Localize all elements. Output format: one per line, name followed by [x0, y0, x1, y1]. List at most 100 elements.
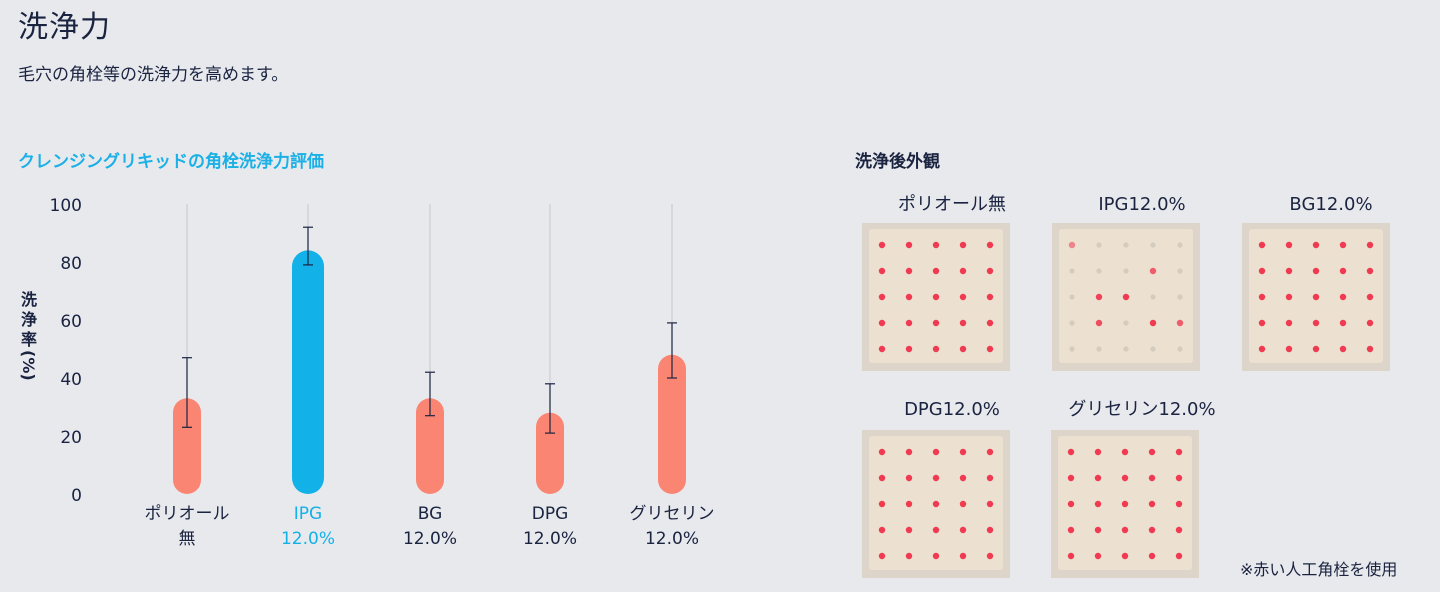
plug-dot: [1067, 552, 1075, 560]
plug-dot: [1258, 293, 1266, 301]
x-tick-label-line: 無: [178, 529, 196, 549]
plug-dot: [986, 293, 994, 301]
plug-dot: [878, 319, 886, 327]
plug-dot: [959, 552, 967, 560]
x-tick-label: DPG 12.0%: [480, 502, 620, 552]
plug-dot: [1148, 526, 1156, 534]
plug-dot: [932, 319, 940, 327]
plug-dot: [1067, 526, 1075, 534]
plug-dot: [1177, 268, 1183, 274]
plug-dot: [1312, 319, 1320, 327]
plug-dot: [1121, 448, 1129, 456]
plug-dot: [1069, 268, 1075, 274]
plug-dot: [1366, 241, 1374, 249]
plug-dot: [878, 345, 886, 353]
plug-dot: [1339, 345, 1347, 353]
photos-title: 洗浄後外観: [855, 152, 940, 172]
plug-dot: [959, 448, 967, 456]
plug-dot: [878, 500, 886, 508]
plug-dot: [1123, 320, 1129, 326]
plug-dot: [986, 474, 994, 482]
x-tick-label-line: BG: [417, 504, 443, 524]
plug-dot: [878, 267, 886, 275]
plug-dot: [932, 552, 940, 560]
plug-dot: [959, 293, 967, 301]
x-tick-label-line: 12.0%: [280, 529, 335, 549]
y-tick-label: 60: [60, 312, 82, 332]
plug-dot: [986, 552, 994, 560]
plug-dot: [932, 345, 940, 353]
plug-dot: [986, 267, 994, 275]
plug-dot: [932, 448, 940, 456]
plug-dot: [1175, 448, 1183, 456]
plug-dot: [1312, 293, 1320, 301]
plug-dot: [1339, 241, 1347, 249]
plug-dot: [1094, 500, 1102, 508]
bar: [416, 398, 444, 494]
plug-dot: [1366, 267, 1374, 275]
plug-dot: [1096, 268, 1102, 274]
x-tick-label-line: IPG: [293, 504, 323, 524]
plug-dot: [1285, 345, 1293, 353]
x-tick-label: BG 12.0%: [360, 502, 500, 552]
y-tick-label: 40: [60, 370, 82, 390]
result-photo: [1052, 223, 1200, 371]
plug-dot: [1366, 345, 1374, 353]
page-title: 洗浄力: [18, 10, 111, 45]
plug-dot: [1339, 293, 1347, 301]
plug-dot: [1150, 242, 1156, 248]
plug-dot: [986, 345, 994, 353]
bar: [173, 398, 201, 494]
plug-dot: [1312, 241, 1320, 249]
result-photo: [1051, 430, 1199, 578]
plug-dot: [905, 345, 913, 353]
photo-caption: グリセリン12.0%: [1068, 399, 1216, 420]
plug-dot: [1258, 345, 1266, 353]
plug-dot: [878, 526, 886, 534]
plug-dot: [1069, 320, 1075, 326]
x-tick-label-line: 12.0%: [402, 529, 457, 549]
plug-dot: [986, 319, 994, 327]
plug-dot: [1149, 319, 1157, 327]
plug-dot: [1285, 319, 1293, 327]
plug-dot: [1149, 267, 1157, 275]
plug-dot: [1067, 500, 1075, 508]
plug-dot: [1148, 474, 1156, 482]
x-tick-label: ポリオール無: [117, 502, 257, 552]
y-tick-label: 20: [60, 428, 82, 448]
plug-dot: [932, 241, 940, 249]
x-tick-label: IPG 12.0%: [238, 502, 378, 552]
plug-dot: [1177, 346, 1183, 352]
x-tick-label-line: 12.0%: [522, 529, 577, 549]
plug-dot: [1312, 345, 1320, 353]
photo-caption-cell: グリセリン12.0%: [1067, 398, 1247, 422]
plug-dot: [986, 526, 994, 534]
plug-dot: [1150, 346, 1156, 352]
plug-dot: [1176, 319, 1184, 327]
plug-dot: [878, 448, 886, 456]
plug-dot: [1123, 268, 1129, 274]
plug-dot: [1312, 267, 1320, 275]
plug-dot: [959, 345, 967, 353]
plug-dot: [905, 267, 913, 275]
y-axis-label-char: 洗: [20, 290, 37, 309]
plug-dot: [905, 474, 913, 482]
plug-dot: [1258, 319, 1266, 327]
x-tick-label-line: 12.0%: [644, 529, 699, 549]
plug-dot: [1094, 552, 1102, 560]
plug-dot: [1148, 500, 1156, 508]
plug-dot: [1121, 500, 1129, 508]
plug-dot: [1123, 242, 1129, 248]
photo-caption: DPG12.0%: [904, 399, 1000, 420]
chart-title: クレンジングリキッドの角栓洗浄力評価: [18, 152, 324, 172]
plug-dot: [878, 241, 886, 249]
plug-dot: [905, 552, 913, 560]
plug-dot: [1096, 242, 1102, 248]
x-tick-label-line: ポリオール: [144, 504, 230, 524]
plug-dot: [1068, 241, 1076, 249]
footnote: ※赤い人工角栓を使用: [1240, 560, 1398, 579]
x-tick-label-line: グリセリン: [629, 504, 715, 524]
result-photo: [862, 223, 1010, 371]
plug-dot: [878, 293, 886, 301]
bar: [658, 354, 686, 494]
